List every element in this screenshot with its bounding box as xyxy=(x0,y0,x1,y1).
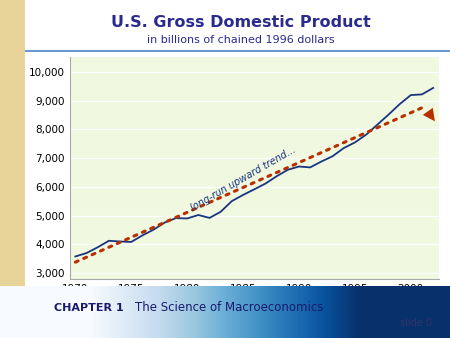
Text: in billions of chained 1996 dollars: in billions of chained 1996 dollars xyxy=(147,35,334,46)
Text: The Science of Macroeconomics: The Science of Macroeconomics xyxy=(135,301,324,314)
Text: CHAPTER 1: CHAPTER 1 xyxy=(54,303,124,313)
Text: U.S. Gross Domestic Product: U.S. Gross Domestic Product xyxy=(111,15,371,30)
Text: long-run upward trend…: long-run upward trend… xyxy=(189,145,297,213)
Text: slide 0: slide 0 xyxy=(400,318,432,328)
